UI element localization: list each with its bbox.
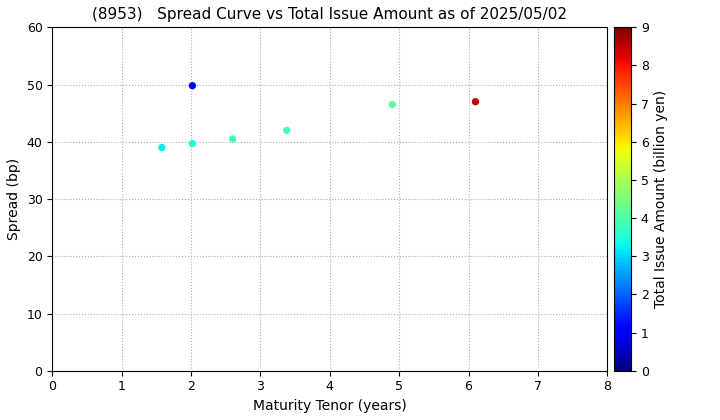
- Y-axis label: Spread (bp): Spread (bp): [7, 158, 21, 240]
- Point: [156, 144, 168, 151]
- Point: [186, 82, 198, 89]
- Point: [469, 98, 481, 105]
- Point: [387, 101, 398, 108]
- X-axis label: Maturity Tenor (years): Maturity Tenor (years): [253, 399, 407, 413]
- Title: (8953)   Spread Curve vs Total Issue Amount as of 2025/05/02: (8953) Spread Curve vs Total Issue Amoun…: [92, 7, 567, 22]
- Point: [186, 140, 198, 147]
- Point: [227, 136, 238, 142]
- Point: [281, 127, 292, 134]
- Y-axis label: Total Issue Amount (billion yen): Total Issue Amount (billion yen): [654, 90, 668, 308]
